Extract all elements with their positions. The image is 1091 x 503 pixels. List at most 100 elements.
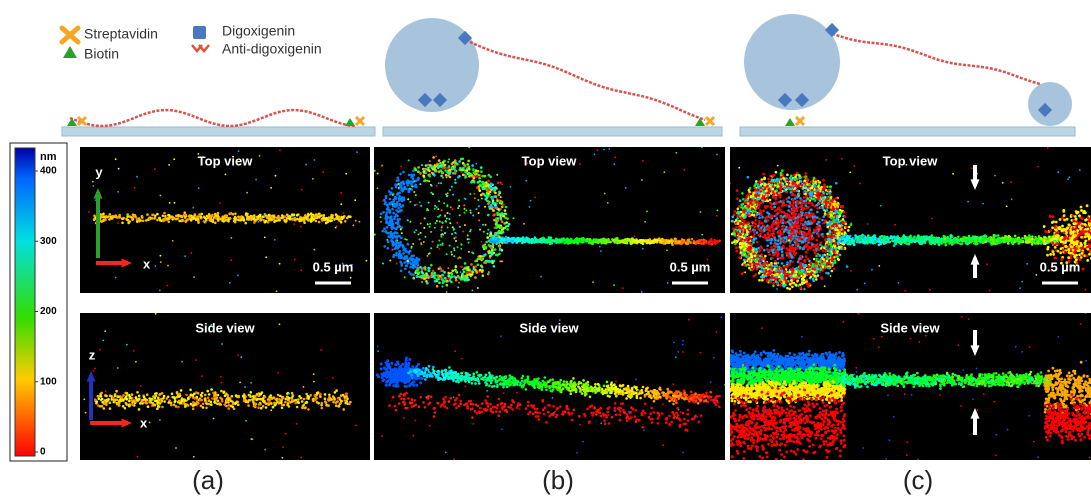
localization-dot	[248, 399, 251, 402]
localization-dot	[125, 398, 128, 401]
localization-dot	[509, 406, 512, 409]
localization-dot	[555, 416, 558, 419]
localization-dot	[436, 285, 439, 288]
localization-dot	[343, 212, 345, 214]
localization-dot	[496, 254, 499, 257]
localization-dot	[404, 258, 407, 261]
localization-dot	[327, 398, 330, 401]
localization-dot	[234, 212, 237, 215]
localization-dot	[708, 397, 711, 400]
localization-dot	[474, 382, 477, 385]
localization-dot	[698, 421, 701, 424]
localization-dot	[484, 175, 487, 178]
localization-dot	[285, 433, 287, 435]
localization-dot	[239, 382, 241, 384]
localization-dot	[129, 220, 132, 223]
localization-dot	[228, 212, 231, 215]
localization-dot	[213, 418, 215, 420]
localization-dot	[459, 400, 462, 403]
localization-dot	[627, 385, 630, 388]
localization-dot	[490, 188, 492, 190]
localization-dot	[256, 393, 259, 396]
localization-dot	[386, 239, 388, 241]
localization-dot	[453, 458, 455, 460]
localization-dot	[300, 226, 302, 228]
localization-dot	[143, 401, 145, 403]
localization-dot	[589, 390, 592, 393]
localization-dot	[224, 214, 227, 217]
localization-dot	[653, 411, 656, 414]
localization-dot	[95, 402, 98, 405]
localization-dot	[488, 188, 491, 191]
localization-dot	[468, 242, 470, 244]
localization-dot	[412, 175, 415, 178]
localization-dot	[337, 398, 339, 400]
localization-dot	[210, 403, 213, 406]
localization-dot	[458, 199, 460, 201]
localization-dot	[505, 236, 508, 239]
localization-dot	[399, 243, 402, 246]
legend-label: Streptavidin	[84, 26, 158, 42]
localization-dot	[142, 220, 145, 223]
localization-dot	[474, 197, 476, 199]
localization-dot	[508, 379, 511, 382]
localization-dot	[284, 398, 287, 401]
localization-dot	[157, 405, 160, 408]
localization-dot	[293, 223, 295, 225]
localization-dot	[461, 358, 463, 360]
localization-dot	[663, 171, 665, 173]
localization-dot	[403, 197, 406, 200]
localization-dot	[501, 212, 504, 215]
localization-dot	[430, 395, 433, 398]
localization-dot	[217, 218, 220, 221]
localization-dot	[534, 238, 537, 241]
localization-dot	[573, 241, 576, 244]
localization-dot	[694, 398, 697, 401]
localization-dot	[107, 399, 110, 402]
localization-dot	[579, 240, 582, 243]
localization-dot	[687, 419, 690, 422]
localization-dot	[208, 403, 211, 406]
localization-dot	[501, 406, 504, 409]
localization-dot	[114, 395, 117, 398]
localization-dot	[412, 243, 414, 245]
localization-dot	[489, 408, 492, 411]
localization-dot	[691, 238, 694, 241]
localization-dot	[400, 166, 402, 168]
localization-dot	[396, 263, 398, 265]
localization-dot	[529, 206, 531, 208]
localization-dot	[496, 384, 499, 387]
localization-dot	[441, 229, 443, 231]
localization-dot	[187, 398, 190, 401]
colorbar-tick-label: 0	[40, 447, 46, 458]
localization-dot	[565, 405, 568, 408]
localization-dot	[377, 346, 379, 348]
localization-dot	[425, 396, 427, 398]
localization-dot	[270, 402, 273, 405]
localization-dot	[498, 415, 501, 418]
localization-dot	[345, 392, 348, 395]
localization-dot	[540, 388, 543, 391]
localization-dot	[540, 237, 543, 240]
localization-dot	[461, 278, 464, 281]
localization-dot	[393, 242, 396, 245]
localization-dot	[481, 269, 484, 272]
localization-dot	[480, 264, 483, 267]
localization-dot	[487, 180, 490, 183]
localization-dot	[464, 163, 466, 165]
localization-dot	[595, 413, 598, 416]
localization-dot	[572, 377, 575, 380]
localization-dot	[618, 390, 621, 393]
localization-dot	[193, 276, 195, 278]
localization-dot	[628, 411, 630, 413]
localization-dot	[118, 400, 121, 403]
localization-dot	[510, 186, 512, 188]
localization-dot	[553, 381, 556, 384]
localization-dot	[108, 218, 111, 221]
localization-dot	[476, 175, 479, 178]
localization-dot	[259, 155, 261, 157]
localization-dot	[545, 421, 548, 424]
localization-dot	[500, 196, 502, 198]
localization-dot	[542, 408, 545, 411]
localization-dot	[409, 201, 411, 203]
